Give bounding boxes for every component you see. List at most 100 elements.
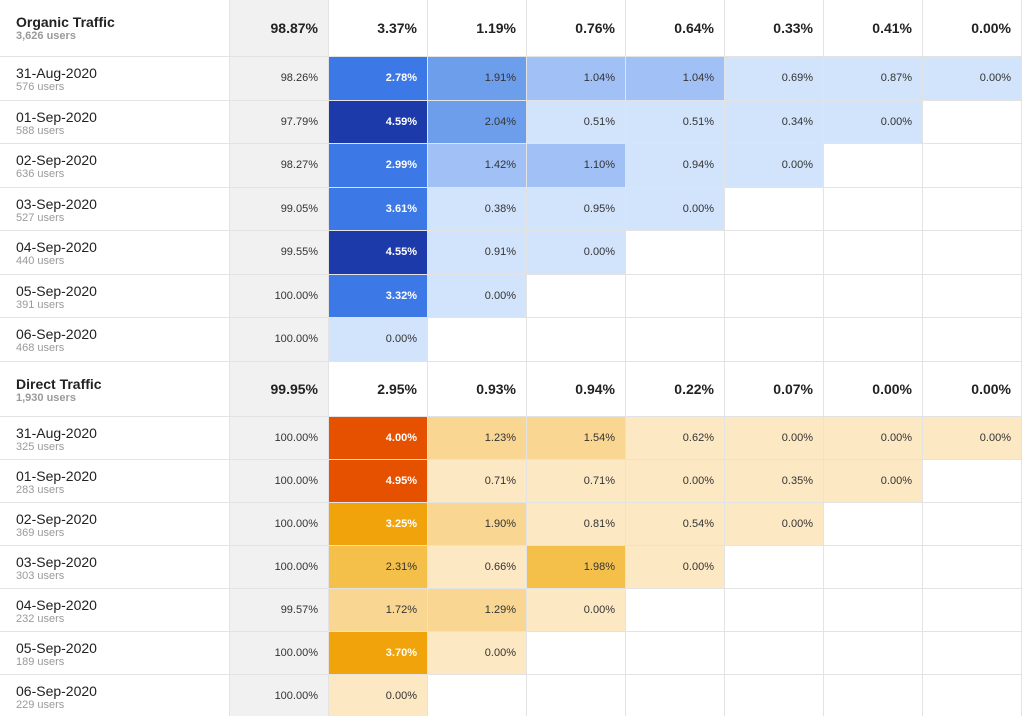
cohort-cell: 0.00% [626, 187, 725, 231]
empty-cell [725, 187, 824, 231]
row-date: 05-Sep-2020 [16, 639, 97, 656]
cohort-cell: 0.51% [527, 100, 626, 144]
empty-cell [923, 545, 1022, 589]
cohort-cell: 0.71% [428, 459, 527, 503]
empty-cell [626, 318, 725, 362]
row-users: 440 users [16, 255, 65, 267]
row-date: 05-Sep-2020 [16, 282, 97, 299]
cohort-cell: 0.00% [428, 631, 527, 675]
total-cell: 0.00% [923, 361, 1022, 417]
empty-cell [626, 631, 725, 675]
cohort-cell: 1.98% [527, 545, 626, 589]
empty-cell [923, 459, 1022, 503]
empty-cell [923, 588, 1022, 632]
row-date: 01-Sep-2020 [16, 108, 97, 125]
cohort-cell: 0.34% [725, 100, 824, 144]
cohort-cell: 99.05% [230, 187, 329, 231]
empty-cell [626, 231, 725, 275]
empty-cell [824, 274, 923, 318]
cohort-cell: 1.54% [527, 416, 626, 460]
cohort-cell: 100.00% [230, 502, 329, 546]
cohort-cell: 2.99% [329, 144, 428, 188]
empty-cell [626, 588, 725, 632]
empty-cell [923, 274, 1022, 318]
cohort-cell: 100.00% [230, 545, 329, 589]
total-cell: 0.33% [725, 0, 824, 57]
empty-cell [428, 674, 527, 716]
total-cell: 0.64% [626, 0, 725, 57]
cohort-cell: 0.00% [527, 588, 626, 632]
cohort-cell: 0.54% [626, 502, 725, 546]
row-label: 05-Sep-2020 391 users [0, 274, 230, 318]
cohort-cell: 0.00% [725, 502, 824, 546]
cohort-cell: 0.00% [923, 57, 1022, 101]
cohort-cell: 0.00% [824, 100, 923, 144]
empty-cell [725, 231, 824, 275]
empty-cell [923, 631, 1022, 675]
empty-cell [923, 502, 1022, 546]
cohort-cell: 100.00% [230, 318, 329, 362]
total-cell: 99.95% [230, 361, 329, 417]
cohort-cell: 0.38% [428, 187, 527, 231]
empty-cell [725, 545, 824, 589]
row-date: 02-Sep-2020 [16, 152, 97, 168]
row-users: 588 users [16, 124, 65, 137]
cohort-cell: 0.81% [527, 502, 626, 546]
cohort-cell: 0.00% [725, 416, 824, 460]
total-cell: 0.00% [824, 361, 923, 417]
cohort-cell: 2.04% [428, 100, 527, 144]
empty-cell [923, 318, 1022, 362]
row-label: 03-Sep-2020 527 users [0, 187, 230, 231]
cohort-cell: 100.00% [230, 631, 329, 675]
row-label: 01-Sep-2020 588 users [0, 100, 230, 144]
empty-cell [626, 674, 725, 716]
row-date: 31-Aug-2020 [16, 424, 97, 441]
group-users: 3,626 users [16, 30, 76, 42]
row-label: 02-Sep-2020 369 users [0, 502, 230, 546]
cohort-cell: 0.00% [527, 231, 626, 275]
cohort-cell: 0.35% [725, 459, 824, 503]
group-name: Organic Traffic [16, 14, 115, 30]
cohort-cell: 98.27% [230, 144, 329, 188]
cohort-cell: 0.00% [824, 416, 923, 460]
empty-cell [725, 674, 824, 716]
total-cell: 0.22% [626, 361, 725, 417]
cohort-cell: 0.51% [626, 100, 725, 144]
total-cell: 2.95% [329, 361, 428, 417]
row-label: 31-Aug-2020 576 users [0, 57, 230, 101]
row-users: 391 users [16, 298, 65, 311]
row-label: 31-Aug-2020 325 users [0, 416, 230, 460]
row-users: 283 users [16, 483, 65, 496]
empty-cell [428, 318, 527, 362]
cohort-cell: 0.66% [428, 545, 527, 589]
total-cell: 0.94% [527, 361, 626, 417]
cohort-cell: 4.59% [329, 100, 428, 144]
cohort-cell: 1.29% [428, 588, 527, 632]
empty-cell [725, 588, 824, 632]
total-cell: 0.41% [824, 0, 923, 57]
cohort-cell: 0.00% [725, 144, 824, 188]
cohort-cell: 2.31% [329, 545, 428, 589]
cohort-cell: 1.10% [527, 144, 626, 188]
cohort-cell: 100.00% [230, 416, 329, 460]
empty-cell [725, 631, 824, 675]
empty-cell [824, 631, 923, 675]
row-users: 189 users [16, 655, 65, 668]
total-cell: 0.00% [923, 0, 1022, 57]
row-label: 02-Sep-2020 636 users [0, 144, 230, 188]
empty-cell [527, 274, 626, 318]
cohort-cell: 100.00% [230, 674, 329, 716]
total-cell: 3.37% [329, 0, 428, 57]
cohort-cell: 1.42% [428, 144, 527, 188]
empty-cell [824, 588, 923, 632]
empty-cell [824, 231, 923, 275]
cohort-cell: 1.23% [428, 416, 527, 460]
row-users: 229 users [16, 698, 65, 711]
cohort-cell: 0.00% [626, 459, 725, 503]
row-date: 06-Sep-2020 [16, 326, 97, 342]
row-label: 01-Sep-2020 283 users [0, 459, 230, 503]
cohort-cell: 4.95% [329, 459, 428, 503]
row-users: 325 users [16, 440, 65, 453]
empty-cell [824, 545, 923, 589]
